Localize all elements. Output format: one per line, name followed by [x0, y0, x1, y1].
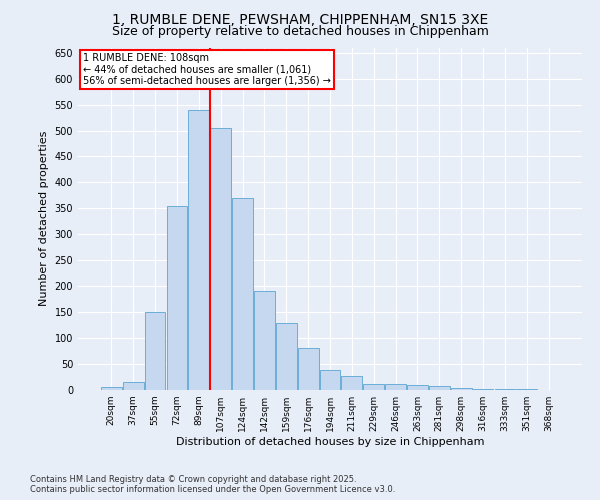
Bar — [429, 386, 450, 390]
Bar — [167, 206, 187, 390]
Bar — [407, 385, 428, 390]
Bar — [254, 292, 275, 390]
Bar — [145, 312, 166, 390]
Bar — [298, 348, 319, 390]
Bar — [188, 110, 209, 390]
Y-axis label: Number of detached properties: Number of detached properties — [39, 131, 49, 306]
Bar — [101, 388, 122, 390]
X-axis label: Distribution of detached houses by size in Chippenham: Distribution of detached houses by size … — [176, 437, 484, 447]
Text: Contains HM Land Registry data © Crown copyright and database right 2025.
Contai: Contains HM Land Registry data © Crown c… — [30, 474, 395, 494]
Bar — [232, 198, 253, 390]
Bar — [385, 384, 406, 390]
Bar — [451, 388, 472, 390]
Bar — [276, 322, 296, 390]
Bar — [364, 384, 384, 390]
Bar — [341, 376, 362, 390]
Text: 1 RUMBLE DENE: 108sqm
← 44% of detached houses are smaller (1,061)
56% of semi-d: 1 RUMBLE DENE: 108sqm ← 44% of detached … — [83, 52, 331, 86]
Bar — [473, 389, 493, 390]
Bar — [210, 128, 231, 390]
Text: 1, RUMBLE DENE, PEWSHAM, CHIPPENHAM, SN15 3XE: 1, RUMBLE DENE, PEWSHAM, CHIPPENHAM, SN1… — [112, 12, 488, 26]
Bar — [320, 370, 340, 390]
Text: Size of property relative to detached houses in Chippenham: Size of property relative to detached ho… — [112, 25, 488, 38]
Bar — [123, 382, 143, 390]
